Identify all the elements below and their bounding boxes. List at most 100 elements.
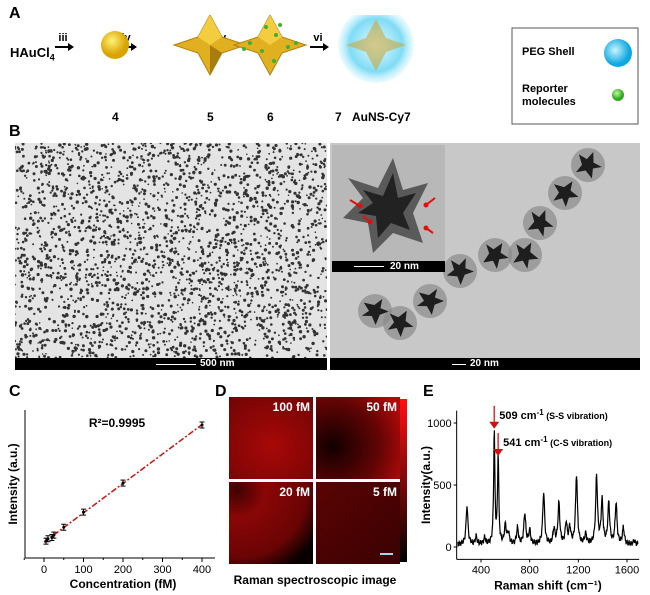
data-point <box>46 537 50 541</box>
x-tick-label: 200 <box>114 564 132 576</box>
y-tick-label: 500 <box>433 480 451 492</box>
encapsulated-nanostar <box>346 19 406 71</box>
x-tick-label: 1200 <box>566 564 590 576</box>
y-tick-label: 0 <box>446 542 452 554</box>
compound-label: 7 <box>335 110 342 124</box>
step-label: iii <box>58 32 67 44</box>
data-point <box>82 510 85 514</box>
panel-label-b: B <box>9 123 21 140</box>
panel-label-a: A <box>9 5 21 22</box>
particle-core <box>483 243 509 269</box>
particle-core <box>576 152 602 179</box>
final-product-name: AuNS-Cy7 <box>352 110 411 124</box>
x-tick-label: 800 <box>520 564 538 576</box>
particle-core <box>553 181 579 207</box>
r-squared-annotation: R²=0.9995 <box>89 416 146 430</box>
annotation-arrowhead <box>493 449 504 457</box>
inset-nanostar <box>343 158 436 253</box>
panel-label-e: E <box>423 383 434 400</box>
scale-bar <box>380 553 393 555</box>
start-text: HAuCl <box>10 45 50 60</box>
panel-label-c: C <box>9 383 21 400</box>
compound-label: 4 <box>112 110 119 124</box>
inset-scale-label: 20 nm <box>390 261 419 272</box>
legend-peg-label: PEG Shell <box>522 46 575 58</box>
legend-reporter-label: Reporter molecules <box>522 83 576 108</box>
x-axis-label: Raman shift (cm⁻¹) <box>494 578 602 592</box>
x-tick-label: 400 <box>472 564 490 576</box>
red-arrowhead <box>423 225 429 231</box>
x-tick-label: 100 <box>74 564 92 576</box>
panel-label-d: D <box>215 383 227 400</box>
particle-core <box>513 242 539 269</box>
scale-bar <box>452 364 466 365</box>
step-label: vi <box>313 32 322 44</box>
x-tick-label: 1600 <box>615 564 639 576</box>
compound-label: 6 <box>267 110 274 124</box>
nanostar-particle <box>508 238 542 272</box>
inset-scale-strip <box>332 261 445 272</box>
x-axis-label: Concentration (fM) <box>70 577 177 591</box>
tile-label: 50 fM <box>366 400 397 414</box>
particle-core <box>527 210 554 237</box>
reporter-molecule-icon <box>612 89 624 101</box>
red-arrowhead <box>367 219 373 225</box>
scale-strip <box>330 358 640 370</box>
gold-nanostar <box>172 15 248 77</box>
raman-spectrum-chart: 400 800 1200 1600 0 500 1000 Raman shift (cm⁻¹)… <box>419 405 639 592</box>
raman-tile-5fM <box>316 482 400 564</box>
raman-tile-20fM <box>229 482 313 564</box>
scale-bar <box>156 364 196 365</box>
nanostar-particle <box>443 254 477 288</box>
nanostar-particle <box>383 306 417 340</box>
y-tick-label: 1000 <box>427 418 451 430</box>
tile-label: 20 fM <box>279 485 310 499</box>
start-sub: 4 <box>49 52 55 63</box>
tile-label: 100 fM <box>272 400 310 414</box>
compound-label: 5 <box>207 110 214 124</box>
calibration-chart: 0 100 200 300 400 Concentration (fM) Intensity… <box>6 410 215 591</box>
nanostar-with-reporters <box>232 15 308 77</box>
peak-annotation: 509 cm-1 (S-S vibration) <box>499 408 607 422</box>
raman-tile-50fM <box>316 397 400 479</box>
nanostar-particle <box>413 284 447 318</box>
raman-tile-100fM <box>229 397 313 479</box>
particle-core <box>416 288 444 315</box>
data-point <box>52 533 56 537</box>
data-point <box>200 423 204 427</box>
nanostar-particle <box>478 238 512 272</box>
particle-core <box>446 258 474 285</box>
gold-sphere <box>101 31 129 59</box>
spectrum-line <box>457 430 639 548</box>
y-axis-label: Intensity(a.u.) <box>419 446 433 524</box>
nanoparticles <box>15 143 327 360</box>
colorbar <box>400 399 407 562</box>
nanostar-particle <box>571 148 605 182</box>
x-tick-label: 400 <box>193 564 211 576</box>
y-axis-label: Intensity (a.u.) <box>6 443 20 524</box>
raman-image-grid <box>229 397 407 564</box>
data-point <box>121 481 125 485</box>
nanostar-particle <box>548 176 582 210</box>
particle-core <box>387 310 414 337</box>
tem-image-low-mag <box>15 143 327 370</box>
peg-shell-icon <box>604 39 632 67</box>
peak-annotation: 541 cm-1 (C-S vibration) <box>503 435 612 449</box>
raman-image-caption: Raman spectroscopic image <box>233 573 397 587</box>
scheme-start: HAuCl4 <box>10 45 55 63</box>
x-tick-label: 300 <box>153 564 171 576</box>
scale-label: 500 nm <box>200 358 235 369</box>
red-arrowhead <box>423 202 429 208</box>
inset-scale-bar <box>354 266 384 267</box>
particle-core <box>361 299 389 325</box>
synthesis-scheme: iii iv v vi <box>55 15 639 125</box>
nanostar-particle <box>523 206 557 240</box>
tem-image-high-mag <box>330 143 640 370</box>
red-arrowhead <box>357 203 363 209</box>
annotation-arrowhead <box>489 421 500 429</box>
tile-label: 5 fM <box>373 485 397 499</box>
x-tick-label: 0 <box>41 564 47 576</box>
data-point <box>62 525 66 529</box>
scale-label: 20 nm <box>470 358 499 369</box>
